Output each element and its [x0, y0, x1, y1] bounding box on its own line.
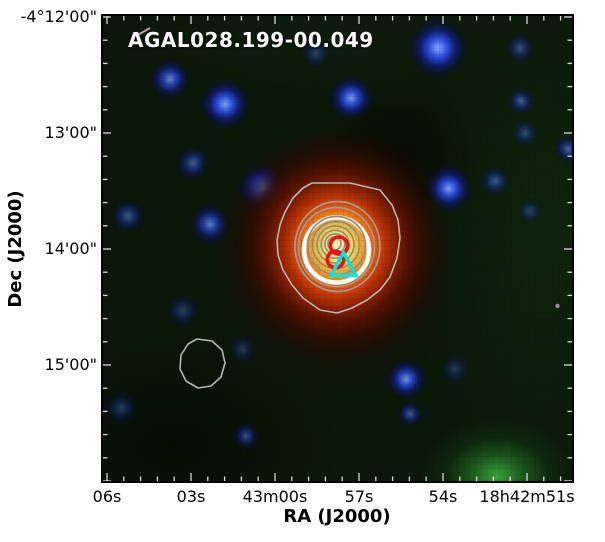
- y-tick-label: 14'00": [44, 239, 97, 258]
- x-tick-label: 03s: [176, 487, 206, 506]
- contour-slash-artifact: [135, 27, 151, 37]
- x-axis-label: RA (J2000): [283, 506, 391, 527]
- y-tick-label: 13'00": [44, 123, 97, 142]
- x-tick-label: 18h42m51s: [479, 487, 575, 506]
- gray-dot-artifact: [555, 303, 560, 309]
- plot-area: AGAL028.199-00.049: [101, 14, 574, 483]
- y-tick-label: -4°12'00": [20, 7, 97, 26]
- x-tick-label: 54s: [428, 487, 458, 506]
- y-tick-label: 15'00": [44, 355, 97, 374]
- contours-and-markers-layer: [103, 16, 572, 481]
- source-name-label: AGAL028.199-00.049: [128, 28, 374, 52]
- x-tick-label: 43m00s: [242, 487, 308, 506]
- isolated-dust-contour: [179, 338, 226, 389]
- x-tick-label: 57s: [344, 487, 374, 506]
- inner-dust-contour: [311, 220, 361, 270]
- x-tick-label: 06s: [92, 487, 122, 506]
